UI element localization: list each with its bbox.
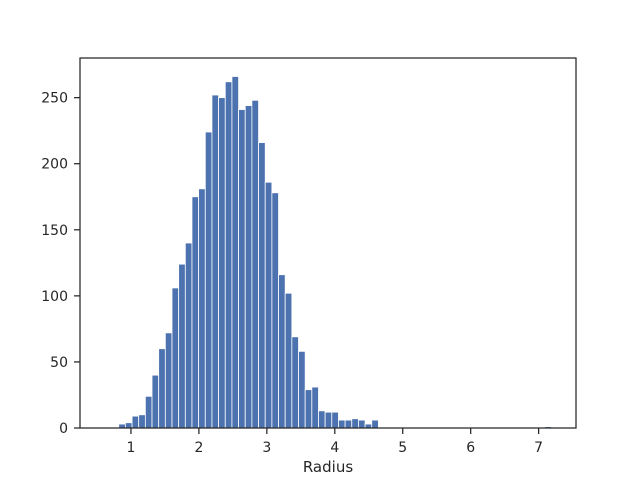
histogram-bar (264, 181, 273, 429)
histogram-bar (178, 263, 186, 429)
histogram-bar (204, 131, 213, 429)
x-tick-label: 1 (126, 440, 135, 456)
histogram-bars (118, 76, 552, 429)
histogram-bar (211, 94, 220, 429)
histogram-bar (351, 418, 359, 429)
x-axis-ticks: 1 2 3 4 5 6 7 (126, 428, 543, 456)
x-tick-label: 6 (466, 440, 475, 456)
histogram-bar (298, 350, 306, 429)
histogram-bar (198, 188, 206, 429)
histogram-bar (144, 395, 153, 429)
histogram-bar (191, 196, 200, 429)
histogram-bar (251, 99, 259, 429)
histogram-bar (131, 415, 140, 429)
histogram-bar (158, 348, 166, 429)
x-tick-label: 2 (194, 440, 203, 456)
histogram-bar (318, 410, 326, 429)
histogram-bar (224, 81, 233, 429)
histogram-bar (171, 287, 180, 429)
histogram-bar (358, 419, 366, 429)
histogram-bar (324, 411, 333, 429)
histogram-bar (278, 274, 286, 429)
histogram-bar (244, 105, 253, 429)
histogram-bar (231, 76, 239, 429)
histogram-bar (218, 97, 226, 429)
histogram-bar (258, 142, 266, 429)
histogram-bar (371, 419, 379, 429)
x-axis-label: Radius (303, 458, 353, 476)
x-tick-label: 5 (398, 440, 407, 456)
y-tick-label: 200 (41, 157, 68, 173)
histogram-bar (124, 422, 133, 429)
histogram-bar (304, 389, 313, 429)
histogram-bar (338, 419, 346, 429)
histogram-bar (138, 414, 146, 429)
histogram-bar (284, 292, 293, 429)
histogram-bar (291, 336, 299, 429)
histogram-bar (344, 419, 353, 429)
histogram-bar (184, 242, 193, 429)
x-tick-label: 7 (534, 440, 543, 456)
x-tick-label: 3 (262, 440, 271, 456)
histogram-bar (164, 332, 173, 429)
histogram-bar (271, 192, 279, 429)
histogram-bar (151, 374, 160, 429)
histogram-bar (331, 411, 339, 429)
y-tick-label: 0 (59, 421, 68, 437)
y-tick-label: 250 (41, 91, 68, 107)
x-tick-label: 4 (330, 440, 339, 456)
plot-frame (79, 57, 577, 429)
histogram-bar (238, 109, 246, 429)
y-tick-label: 100 (41, 289, 68, 305)
y-tick-label: 150 (41, 223, 68, 239)
histogram-bar (311, 386, 319, 429)
y-axis-ticks: 0 50 100 150 200 250 (41, 91, 80, 437)
y-tick-label: 50 (50, 355, 68, 371)
